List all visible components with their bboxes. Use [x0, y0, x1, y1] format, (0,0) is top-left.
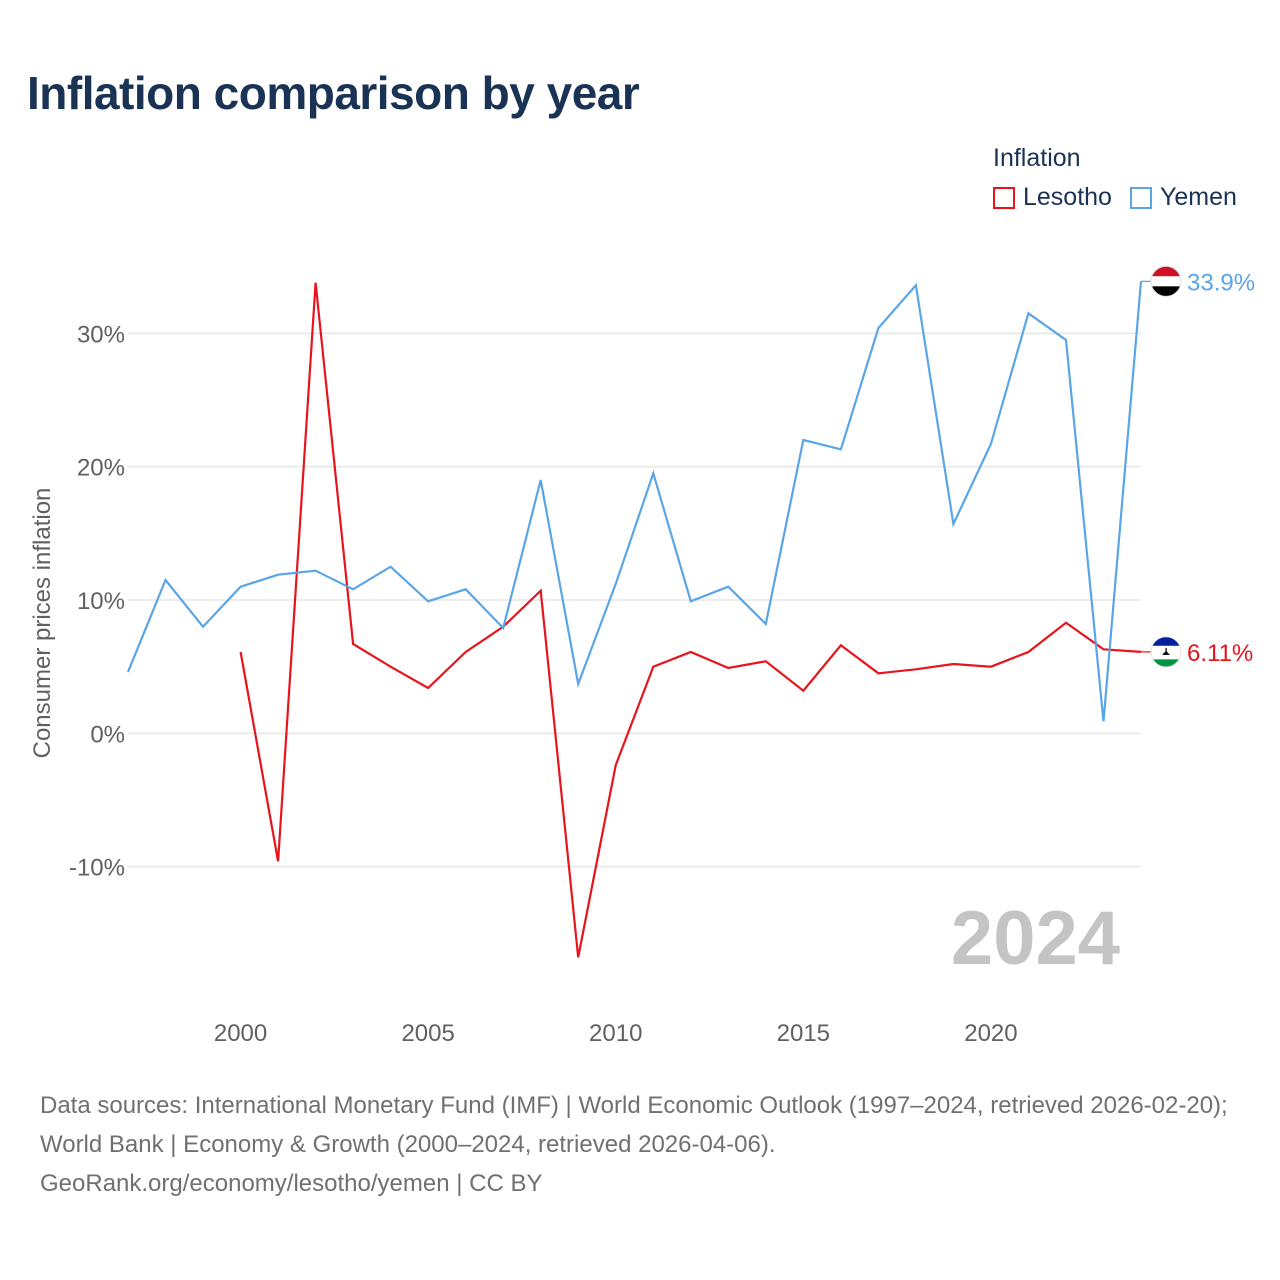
series-line-lesotho: [239, 282, 1142, 958]
data-point-lesotho[interactable]: [761, 656, 771, 666]
data-point-yemen[interactable]: [536, 475, 546, 485]
y-tick-label: 30%: [77, 321, 125, 348]
line-chart: -10% 0% 10% 20% 30% 2000 2005 2010 2015 2020 202…: [29, 265, 1255, 1047]
data-point-yemen[interactable]: [1023, 308, 1033, 318]
data-point-yemen[interactable]: [573, 679, 583, 689]
data-point-yemen[interactable]: [161, 575, 171, 585]
x-tick-label: 2010: [589, 1020, 642, 1047]
y-tick-label: 0%: [90, 721, 125, 748]
data-point-lesotho[interactable]: [798, 686, 808, 696]
end-value-label-lesotho: 6.11%: [1187, 640, 1253, 667]
data-sources: Data sources: International Monetary Fun…: [40, 1092, 1228, 1158]
legend-label-yemen: Yemen: [1159, 183, 1237, 211]
data-point-yemen[interactable]: [948, 519, 958, 529]
data-point-yemen[interactable]: [648, 468, 658, 478]
data-point-yemen[interactable]: [198, 622, 208, 632]
data-point-lesotho[interactable]: [686, 647, 696, 657]
data-point-yemen[interactable]: [348, 584, 358, 594]
current-year-watermark: 2024: [951, 896, 1120, 981]
legend: Inflation Lesotho Yemen: [993, 144, 1255, 212]
data-point-lesotho[interactable]: [236, 647, 246, 657]
data-point-yemen[interactable]: [498, 623, 508, 633]
end-value-label-yemen: 33.9%: [1187, 269, 1255, 296]
data-point-yemen[interactable]: [273, 570, 283, 580]
data-point-yemen[interactable]: [236, 582, 246, 592]
legend-title: Inflation: [993, 144, 1081, 172]
legend-swatch-yemen: [1129, 186, 1152, 209]
data-point-lesotho[interactable]: [386, 662, 396, 672]
data-point-lesotho[interactable]: [948, 659, 958, 669]
x-tick-label: 2000: [214, 1020, 267, 1047]
x-tick-label: 2020: [964, 1020, 1017, 1047]
data-point-yemen[interactable]: [873, 323, 883, 333]
data-point-lesotho[interactable]: [573, 952, 583, 962]
credit-link[interactable]: GeoRank.org/economy/lesotho/yemen | CC B…: [40, 1170, 543, 1197]
data-point-lesotho[interactable]: [911, 664, 921, 674]
data-point-yemen[interactable]: [836, 444, 846, 454]
x-tick-label: 2015: [777, 1020, 830, 1047]
data-point-yemen[interactable]: [461, 584, 471, 594]
lesotho-flag-icon: [1150, 636, 1182, 668]
data-point-lesotho[interactable]: [648, 662, 658, 672]
data-point-lesotho[interactable]: [723, 663, 733, 673]
yemen-flag-icon: [1150, 265, 1182, 297]
data-point-lesotho[interactable]: [986, 662, 996, 672]
y-axis-ticks: -10% 0% 10% 20% 30%: [69, 321, 125, 881]
data-point-lesotho[interactable]: [836, 640, 846, 650]
footer: Data sources: International Monetary Fun…: [40, 1086, 1250, 1203]
data-point-yemen[interactable]: [1061, 335, 1071, 345]
data-point-yemen[interactable]: [911, 280, 921, 290]
data-point-lesotho[interactable]: [1061, 618, 1071, 628]
data-point-yemen[interactable]: [686, 596, 696, 606]
data-point-yemen[interactable]: [723, 582, 733, 592]
data-point-yemen[interactable]: [986, 439, 996, 449]
legend-item-lesotho[interactable]: Lesotho: [993, 183, 1112, 212]
data-point-lesotho[interactable]: [873, 668, 883, 678]
x-tick-label: 2005: [401, 1020, 454, 1047]
legend-swatch-lesotho: [993, 186, 1015, 209]
chart-title: Inflation comparison by year: [27, 67, 640, 119]
series-line-yemen: [126, 281, 1143, 722]
data-point-yemen[interactable]: [611, 579, 621, 589]
data-point-yemen[interactable]: [123, 667, 133, 677]
series: [123, 278, 1143, 962]
data-point-yemen[interactable]: [311, 566, 321, 576]
x-axis-ticks: 2000 2005 2010 2015 2020: [214, 1020, 1018, 1047]
legend-item-yemen[interactable]: Yemen: [1129, 183, 1237, 212]
data-point-yemen[interactable]: [423, 596, 433, 606]
data-point-lesotho[interactable]: [461, 647, 471, 657]
y-tick-label: 20%: [77, 455, 125, 482]
data-point-lesotho[interactable]: [348, 639, 358, 649]
series-end-markers: 6.11% 33.9%: [1141, 265, 1255, 668]
legend-label-lesotho: Lesotho: [1023, 183, 1112, 211]
gridlines: [128, 332, 1141, 868]
y-axis-title: Consumer prices inflation: [29, 488, 56, 759]
data-point-lesotho[interactable]: [273, 856, 283, 866]
y-tick-label: -10%: [69, 855, 125, 882]
data-point-lesotho[interactable]: [611, 760, 621, 770]
data-point-lesotho[interactable]: [423, 683, 433, 693]
data-point-lesotho[interactable]: [311, 278, 321, 288]
data-point-yemen[interactable]: [1098, 716, 1108, 726]
data-point-lesotho[interactable]: [536, 586, 546, 596]
data-point-lesotho[interactable]: [1098, 644, 1108, 654]
data-point-yemen[interactable]: [761, 619, 771, 629]
data-point-yemen[interactable]: [386, 562, 396, 572]
data-point-yemen[interactable]: [798, 435, 808, 445]
y-tick-label: 10%: [77, 588, 125, 615]
data-point-lesotho[interactable]: [1023, 647, 1033, 657]
